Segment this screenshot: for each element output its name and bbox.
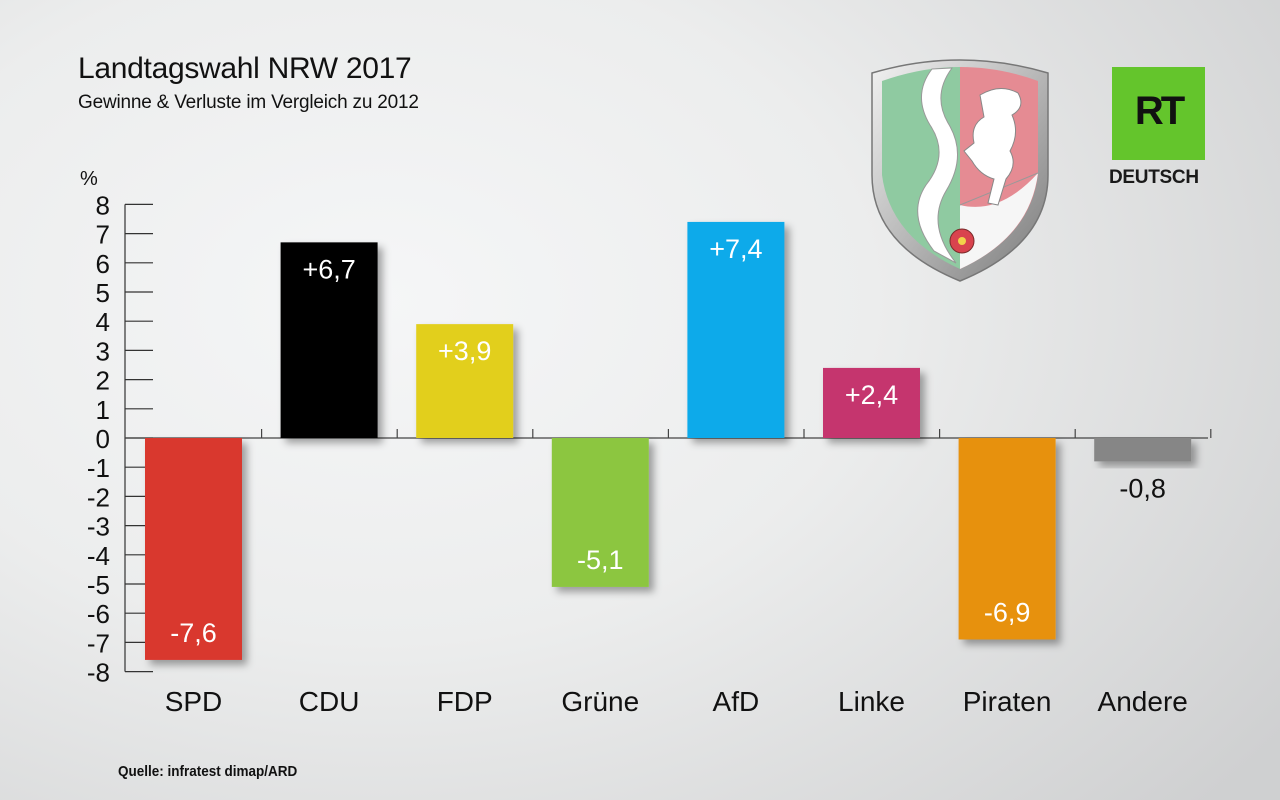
y-tick-label: -4	[87, 541, 110, 571]
y-tick-label: -7	[87, 628, 110, 658]
bar-cdu	[280, 242, 378, 438]
y-tick-label: 6	[96, 249, 110, 279]
category-label: Piraten	[963, 686, 1052, 717]
y-tick-label: -6	[87, 599, 110, 629]
category-label: Grüne	[561, 686, 639, 717]
y-tick-label: 7	[96, 220, 110, 250]
y-tick-label: -2	[87, 482, 110, 512]
bar-piraten	[958, 438, 1056, 640]
y-tick-label: -1	[87, 453, 110, 483]
category-label: CDU	[299, 686, 360, 717]
bar-value-label: -7,6	[170, 618, 217, 648]
bar-andere	[1094, 438, 1192, 462]
category-label: Linke	[838, 686, 905, 717]
nrw-coat-of-arms-icon	[871, 59, 1049, 282]
y-tick-label: 4	[96, 307, 110, 337]
bar-spd	[145, 438, 242, 660]
bar-linke	[823, 367, 920, 438]
bar-afd	[687, 221, 785, 438]
bar-grüne	[551, 438, 649, 587]
category-label: Andere	[1098, 686, 1188, 717]
chart-title: Landtagswahl NRW 2017	[78, 52, 412, 85]
y-tick-label: 1	[96, 395, 110, 425]
category-label: FDP	[437, 686, 493, 717]
y-tick-label: -8	[87, 658, 110, 688]
bar-value-label: +7,4	[709, 234, 762, 264]
bar-value-label: +2,4	[845, 380, 898, 410]
bar-value-label: -0,8	[1119, 473, 1166, 503]
bar-value-label: -6,9	[984, 597, 1031, 627]
chart-subtitle: Gewinne & Verluste im Vergleich zu 2012	[78, 92, 419, 113]
y-tick-label: 8	[96, 190, 110, 220]
y-tick-label: 5	[96, 278, 110, 308]
category-label: SPD	[165, 686, 223, 717]
category-label: AfD	[713, 686, 760, 717]
rt-logo-subtitle: DEUTSCH	[1109, 167, 1199, 188]
y-tick-label: -3	[87, 512, 110, 542]
y-tick-label: 2	[96, 366, 110, 396]
source-note: Quelle: infratest dimap/ARD	[118, 763, 298, 780]
rt-logo-text: RT	[1134, 89, 1185, 133]
y-tick-label: -5	[87, 570, 110, 600]
bar-value-label: +6,7	[302, 254, 355, 284]
y-tick-label: 0	[96, 424, 110, 454]
bar-value-label: -5,1	[577, 545, 624, 575]
bar-value-label: +3,9	[438, 336, 491, 366]
rt-logo: RT	[1112, 67, 1205, 160]
y-axis-unit: %	[80, 168, 98, 190]
y-tick-label: 3	[96, 336, 110, 366]
bar-fdp	[416, 324, 514, 438]
